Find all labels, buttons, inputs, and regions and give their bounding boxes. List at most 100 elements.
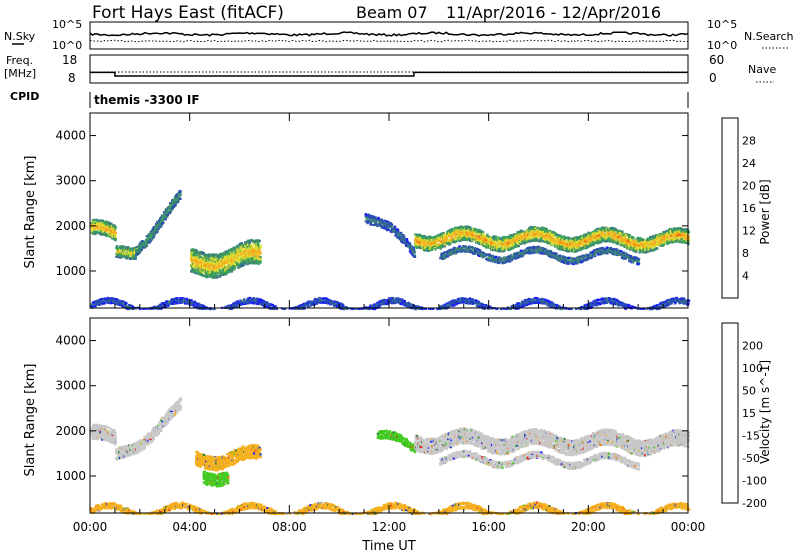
echo-cell [256, 259, 259, 262]
echo-cell [415, 246, 419, 249]
echo-cell [522, 240, 525, 243]
echo-cell [464, 236, 467, 239]
echo-cell [383, 222, 386, 225]
echo-cell [251, 251, 255, 254]
echo-cell [423, 245, 426, 248]
echo-cell [104, 229, 107, 232]
echo-cell [389, 222, 392, 225]
echo-cell [420, 243, 423, 246]
echo-cell [213, 262, 216, 265]
echo-cell [227, 270, 230, 274]
echo-cell [502, 239, 505, 242]
echo-cell [234, 265, 237, 268]
echo-cell [230, 270, 234, 273]
echo-cell [194, 267, 197, 270]
echo-cell [467, 225, 470, 229]
echo-cell [420, 242, 423, 245]
echo-cell [534, 227, 537, 230]
echo-cell [134, 257, 137, 260]
echo-cell [405, 238, 409, 241]
echo-cell [434, 238, 438, 242]
echo-cell [528, 239, 531, 242]
echo-cell [380, 225, 384, 228]
echo-cell [436, 237, 439, 240]
echo-cell [190, 256, 193, 259]
echo-cell [422, 246, 425, 249]
echo-cell [515, 243, 518, 246]
echo-cell [153, 233, 156, 236]
echo-cell [197, 264, 201, 267]
echo-cell [156, 230, 159, 233]
echo-cell [217, 272, 221, 275]
echo-cell [111, 235, 114, 238]
echo-cell [163, 216, 166, 219]
echo-cell [406, 240, 409, 243]
freq-tick-bottom: 8 [68, 71, 76, 85]
echo-cell [193, 265, 196, 268]
echo-cell [377, 216, 380, 219]
echo-cell [379, 223, 382, 226]
echo-cell [171, 207, 174, 210]
echo-cell [110, 225, 114, 228]
echo-cell [244, 248, 247, 251]
echo-cell [430, 245, 434, 248]
freq-unit: [MHz] [4, 67, 36, 80]
echo-cell [460, 238, 463, 241]
echo-cell [94, 222, 97, 225]
echo-cell [422, 239, 425, 242]
echo-cell [129, 257, 132, 260]
echo-cell [525, 234, 528, 237]
echo-cell [520, 231, 523, 235]
echo-cell [257, 262, 260, 265]
echo-cell [204, 259, 208, 262]
echo-cell [117, 251, 120, 254]
echo-cell [253, 251, 257, 254]
echo-cell [520, 229, 523, 232]
echo-cell [207, 269, 211, 272]
echo-cell [93, 218, 96, 221]
echo-cell [372, 220, 375, 223]
echo-cell [119, 248, 122, 251]
echo-cell [441, 240, 444, 243]
echo-cell [396, 228, 400, 231]
echo-cell [242, 254, 246, 257]
echo-cell [490, 243, 494, 246]
echo-cell [461, 236, 464, 240]
echo-cell [213, 269, 217, 272]
echo-cell [176, 192, 180, 195]
echo-cell [532, 239, 535, 242]
echo-cell [387, 228, 390, 231]
echo-cell [412, 251, 415, 254]
echo-cell [179, 194, 182, 197]
echo-cell [152, 230, 155, 233]
echo-cell [490, 239, 493, 242]
echo-cell [217, 254, 220, 257]
echo-cell [484, 235, 487, 238]
echo-cell [179, 190, 182, 193]
echo-cell [434, 237, 437, 240]
echo-cell [255, 244, 258, 247]
echo-cell [178, 196, 181, 199]
echo-cell [393, 226, 397, 229]
echo-cell [131, 247, 134, 250]
echo-cell [520, 235, 524, 238]
echo-cell [240, 245, 244, 248]
echo-cell [409, 247, 412, 250]
echo-cell [370, 223, 373, 226]
echo-cell [233, 267, 236, 271]
echo-cell [208, 253, 211, 256]
echo-cell [418, 233, 422, 236]
echo-cell [479, 233, 482, 236]
echo-cell [504, 240, 507, 243]
echo-cell [431, 243, 434, 246]
echo-cell [259, 261, 262, 264]
echo-cell [210, 263, 214, 266]
echo-cell [197, 256, 200, 259]
echo-cell [113, 224, 116, 227]
echo-cell [109, 235, 112, 238]
echo-cell [165, 212, 168, 215]
echo-cell [166, 213, 170, 216]
echo-cell [513, 233, 516, 236]
echo-cell [243, 263, 246, 266]
echo-cell [191, 248, 195, 251]
